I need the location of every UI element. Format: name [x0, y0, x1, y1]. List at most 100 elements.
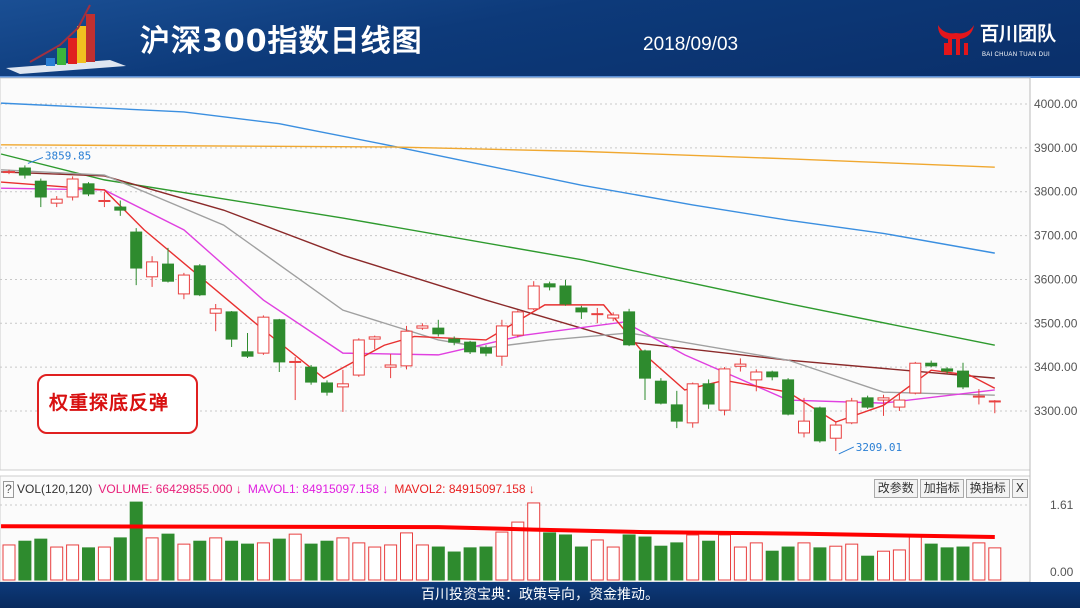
candle-down	[114, 206, 127, 211]
volume-bar	[654, 545, 668, 581]
candle-up	[988, 400, 1001, 403]
candle-up	[50, 198, 63, 204]
candle-down	[813, 407, 826, 442]
volume-bar	[781, 546, 795, 581]
candle-down	[623, 311, 636, 346]
candle-down	[766, 371, 779, 378]
candle-up	[146, 261, 159, 278]
volume-bar	[447, 551, 461, 581]
volume-bar	[400, 532, 413, 581]
volume-bar	[193, 540, 207, 581]
close-indicator-button[interactable]: X	[1011, 479, 1028, 498]
volume-bar	[113, 537, 127, 581]
candle-up	[972, 395, 985, 398]
candle-down	[321, 382, 333, 393]
volume-bar	[940, 547, 954, 581]
candle-down	[225, 311, 238, 340]
volume-bar	[256, 542, 270, 581]
y-tick-label: 3900.00	[1034, 141, 1078, 155]
candle-down	[702, 383, 715, 405]
annotation-box: 权重探底反弹	[37, 374, 198, 434]
candle-down	[543, 283, 556, 288]
indicator-toolbar: 改参数 加指标 换指标 X	[873, 479, 1028, 498]
moving-average-line	[1, 171, 995, 379]
candle-down	[575, 307, 588, 313]
volume-bar	[34, 538, 48, 581]
candle-down	[464, 341, 477, 353]
volume-bar	[50, 546, 64, 581]
candle-up	[798, 420, 810, 434]
brand-logo-icon	[938, 25, 974, 55]
volume-bar	[288, 533, 302, 581]
volume-bar	[972, 542, 986, 581]
edit-params-button[interactable]: 改参数	[873, 479, 918, 498]
y-tick-label: 3800.00	[1034, 185, 1078, 199]
candle-up	[352, 339, 365, 376]
candle-up	[527, 285, 540, 310]
candle-down	[193, 265, 206, 296]
candle-up	[66, 178, 79, 198]
volume-bar	[66, 544, 80, 581]
volume-bar	[797, 542, 811, 581]
volume-header: ? VOL(120,120) VOLUME: 66429855.000 ↓ MAVOL…	[3, 481, 541, 498]
footer-text: 百川投资宝典：政策导向，资金推动。	[421, 587, 659, 603]
candle-up	[289, 360, 302, 363]
candle-up	[877, 397, 890, 401]
volume-bar	[177, 543, 191, 581]
volume-bar	[670, 542, 684, 581]
help-button[interactable]: ?	[3, 481, 14, 498]
volume-bar	[559, 534, 572, 581]
page-title: 沪深300指数日线图	[140, 24, 423, 59]
y-tick-label: 3500.00	[1034, 316, 1078, 330]
volume-bar	[431, 546, 445, 581]
volume-bar	[384, 544, 398, 581]
candle-up	[750, 371, 763, 381]
candle-up	[209, 308, 222, 314]
candle-up	[718, 368, 731, 411]
volume-bar	[336, 537, 350, 581]
volume-bar	[543, 532, 557, 581]
candle-down	[480, 347, 492, 354]
candle-up	[893, 399, 906, 408]
volume-bar	[209, 537, 223, 581]
candle-down	[782, 379, 795, 415]
volume-bar	[82, 547, 95, 581]
candle-down	[432, 327, 445, 335]
volume-bar	[241, 543, 254, 581]
volume-bar	[320, 540, 334, 581]
volume-bar	[845, 543, 859, 581]
candle-up	[400, 330, 413, 367]
add-indicator-button[interactable]: 加指标	[919, 479, 964, 498]
bar-chart-logo-icon	[6, 4, 126, 74]
switch-indicator-button[interactable]: 换指标	[965, 479, 1010, 498]
y-tick-label: 3600.00	[1034, 272, 1078, 286]
price-annotation: 3209.01	[856, 441, 902, 454]
candle-up	[98, 199, 111, 202]
candle-down	[82, 183, 95, 195]
candle-down	[670, 404, 683, 422]
candle-up	[495, 325, 508, 357]
candle-up	[257, 316, 270, 354]
candle-up	[909, 362, 922, 394]
candle-up	[416, 325, 429, 329]
volume-bar	[956, 546, 970, 581]
annotation-arrow	[27, 157, 44, 164]
y-tick-label: 3700.00	[1034, 229, 1078, 243]
volume-bar	[272, 538, 286, 581]
volume-bar	[145, 537, 159, 581]
volume-bar	[877, 550, 890, 581]
volume-bar	[590, 539, 604, 581]
candle-down	[34, 180, 47, 198]
volume-bar	[702, 540, 716, 581]
volume-indicator-name: VOL(120,120)	[17, 482, 93, 496]
volume-bar	[479, 546, 493, 581]
candle-up	[3, 171, 15, 174]
candle-down	[241, 351, 254, 357]
volume-bar	[2, 544, 16, 581]
volume-bar	[733, 546, 747, 581]
candle-up	[591, 313, 604, 316]
candle-down	[639, 350, 651, 379]
candle-up	[177, 274, 190, 295]
candle-down	[305, 366, 318, 383]
annotation-text: 权重探底反弹	[49, 392, 170, 414]
